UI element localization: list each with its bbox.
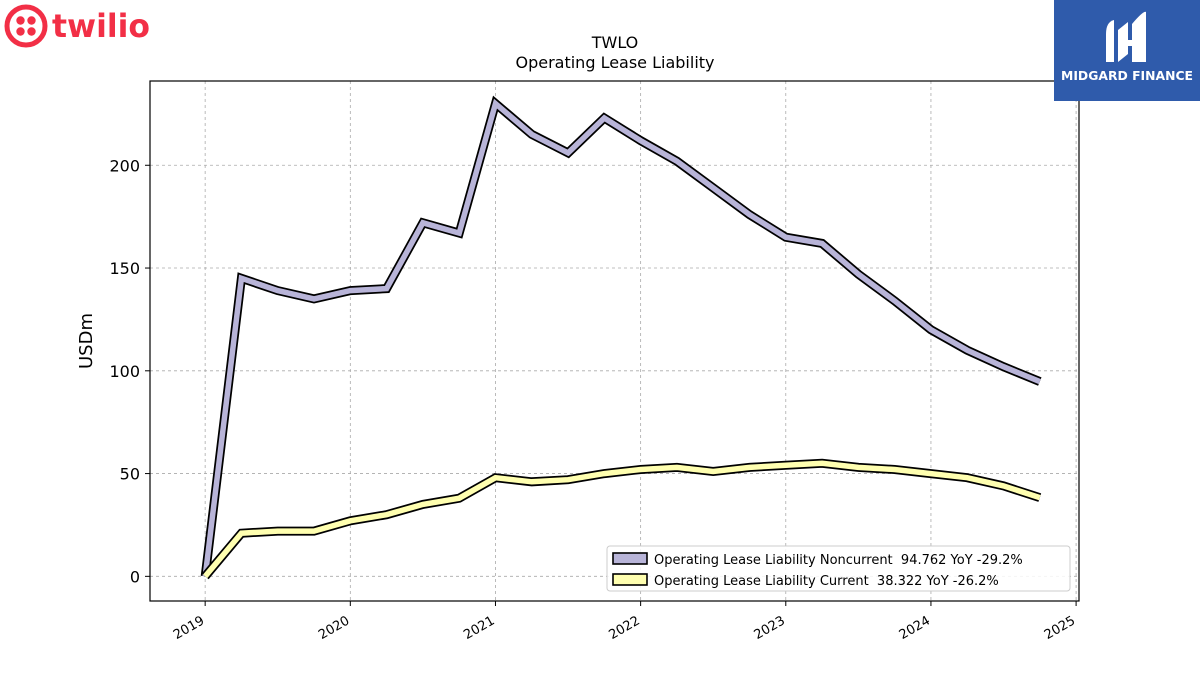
series-noncurrent	[200, 95, 1042, 577]
legend: Operating Lease Liability Noncurrent 94.…	[606, 545, 1071, 592]
twilio-logo: twilio	[4, 4, 154, 50]
x-tick-label: 2022	[606, 613, 642, 643]
legend-label-current: Operating Lease Liability Current 38.322…	[654, 574, 999, 589]
x-tick-label: 2020	[316, 613, 352, 643]
series-current	[201, 458, 1042, 580]
midgard-logo-text: MIDGARD FINANCE	[1061, 68, 1193, 83]
twilio-logo-ring	[4, 4, 48, 48]
midgard-finance-logo: MIDGARD FINANCE	[1054, 0, 1200, 101]
series-line	[202, 98, 1041, 577]
grid	[150, 81, 1079, 601]
twilio-logo-dot	[27, 27, 36, 36]
series-line	[203, 460, 1041, 579]
twilio-logo-dot	[27, 16, 36, 25]
plot-area	[149, 80, 1080, 602]
twilio-logo-text: twilio	[52, 7, 150, 45]
y-tick-label: 200	[109, 156, 140, 175]
x-tick-label: 2021	[461, 613, 497, 643]
legend-swatch-current	[612, 573, 648, 586]
y-axis-label: USDm	[76, 313, 97, 369]
x-tick-label: 2019	[171, 613, 207, 643]
y-tick-label: 150	[109, 259, 140, 278]
x-tick-label: 2025	[1042, 613, 1078, 643]
x-tick-label: 2023	[752, 613, 788, 643]
legend-swatch-noncurrent	[612, 552, 648, 565]
twilio-logo-dot	[16, 16, 25, 25]
chart-title: TWLO	[591, 33, 639, 52]
y-tick-label: 50	[120, 465, 140, 484]
y-tick-label: 0	[130, 567, 140, 586]
legend-box	[606, 545, 1071, 592]
series-layer	[200, 95, 1042, 580]
chart-subtitle: Operating Lease Liability	[515, 53, 714, 72]
y-tick-label: 100	[109, 362, 140, 381]
series-line-outline	[200, 95, 1042, 577]
twilio-logo-dot	[16, 27, 25, 36]
legend-label-noncurrent: Operating Lease Liability Noncurrent 94.…	[654, 553, 1023, 568]
x-tick-label: 2024	[897, 613, 933, 643]
midgard-mark-icon	[1106, 11, 1146, 62]
